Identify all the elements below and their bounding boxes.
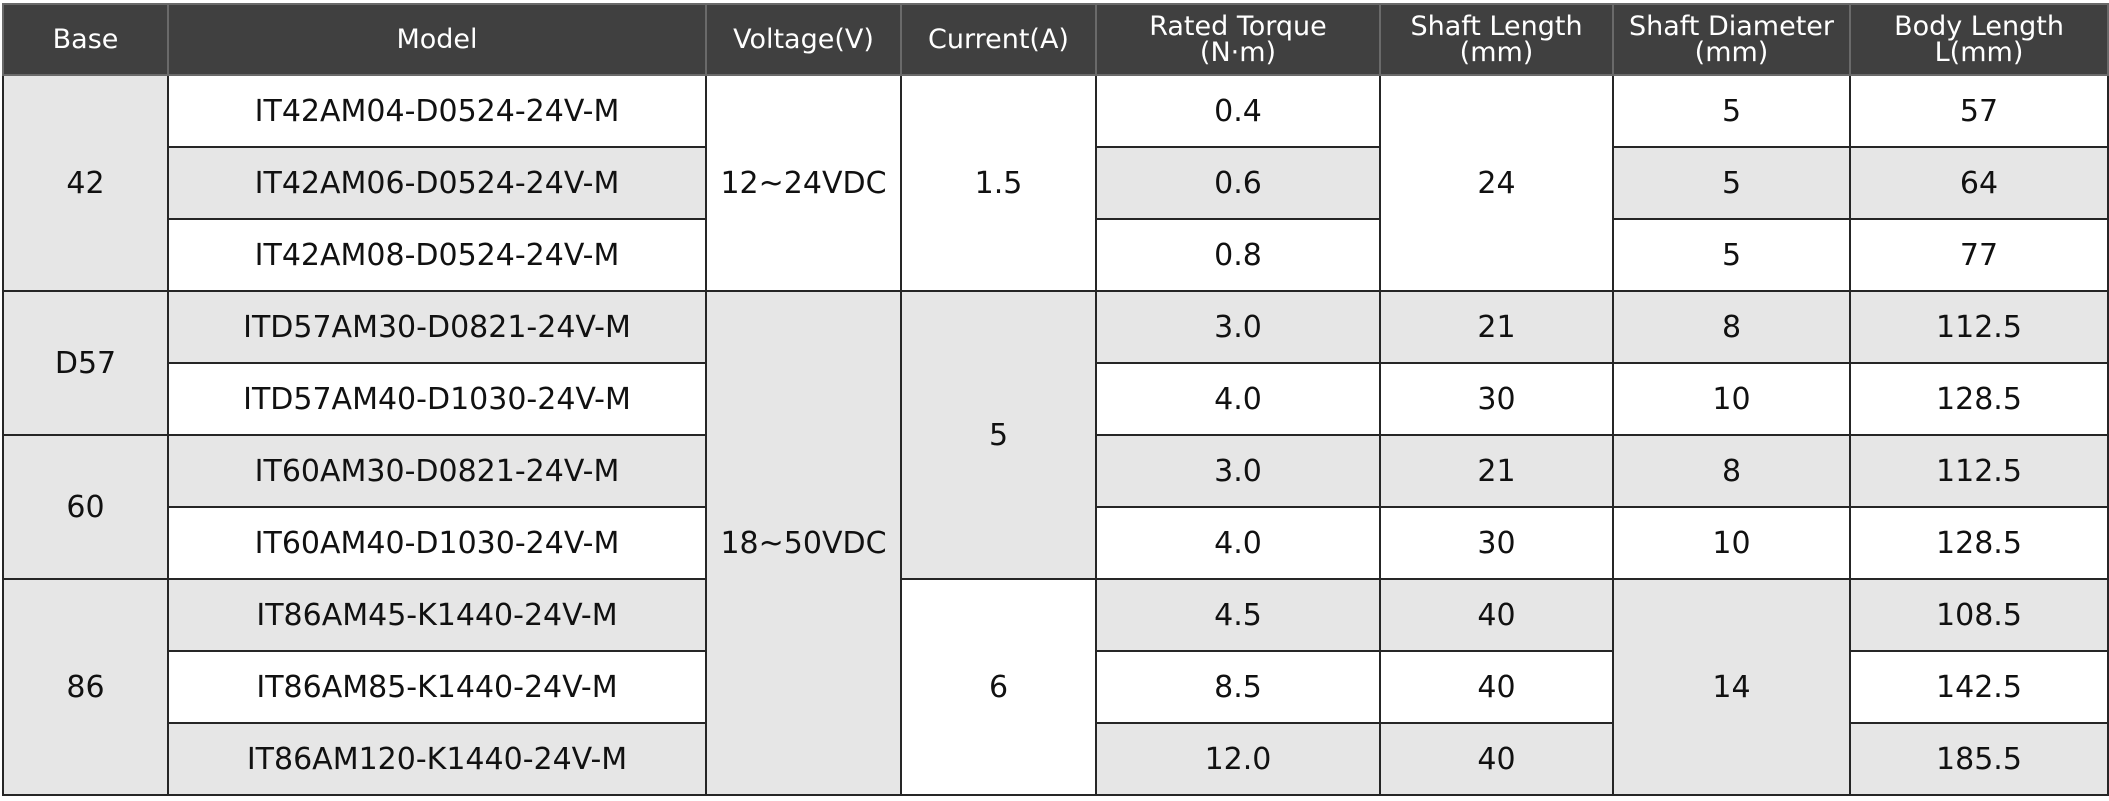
header-line: Shaft Length xyxy=(1410,10,1583,42)
table-cell: IT42AM04-D0524-24V-M xyxy=(167,74,707,148)
table-cell: 4.5 xyxy=(1095,578,1381,652)
table-cell: 5 xyxy=(1612,218,1851,292)
table-cell: 112.5 xyxy=(1849,434,2109,508)
table-row: IT42AM08-D0524-24V-M 0.8 5 77 xyxy=(3,218,2109,292)
table-cell: 0.4 xyxy=(1095,74,1381,148)
table-cell: 12.0 xyxy=(1095,722,1381,796)
table-cell: 6 xyxy=(900,578,1097,796)
header-line: Body Length xyxy=(1894,10,2064,42)
table-cell: 142.5 xyxy=(1849,650,2109,724)
table-cell: 108.5 xyxy=(1849,578,2109,652)
table-cell: 4.0 xyxy=(1095,362,1381,436)
header-line: Rated Torque xyxy=(1149,10,1327,42)
table-cell: IT42AM08-D0524-24V-M xyxy=(167,218,707,292)
header-line: (mm) xyxy=(1694,36,1769,68)
table-cell: IT42AM06-D0524-24V-M xyxy=(167,146,707,220)
header-row: Base Model Voltage(V) Current(A) Rated Torqu… xyxy=(2,3,2109,76)
table-cell: 8.5 xyxy=(1095,650,1381,724)
table-row: 86 IT86AM45-K1440-24V-M 6 4.5 40 14 108.5 xyxy=(2,578,2109,796)
table-cell: 4.0 xyxy=(1095,506,1381,580)
table-cell: 40 xyxy=(1379,578,1614,652)
column-header: Base xyxy=(2,3,169,76)
header-line: (N·m) xyxy=(1199,36,1277,68)
table-cell: 5 xyxy=(900,290,1097,580)
table-row: IT86AM85-K1440-24V-M 8.5 40 142.5 xyxy=(3,650,2109,724)
table-cell: 24 xyxy=(1379,74,1614,292)
table-cell: 10 xyxy=(1612,506,1851,580)
table-cell: 14 xyxy=(1612,578,1851,796)
column-header: Voltage(V) xyxy=(705,3,902,76)
table-cell: 21 xyxy=(1379,290,1614,364)
column-header: Current(A) xyxy=(900,3,1097,76)
table-cell: 5 xyxy=(1612,146,1851,220)
table-cell: 8 xyxy=(1612,290,1851,364)
table-cell: 12~24VDC xyxy=(705,74,902,292)
table-row: IT86AM120-K1440-24V-M 12.0 40 185.5 xyxy=(3,722,2109,796)
table-cell: 128.5 xyxy=(1849,506,2109,580)
table-cell: IT86AM45-K1440-24V-M xyxy=(167,578,707,652)
table-cell: 3.0 xyxy=(1095,434,1381,508)
table-cell: 40 xyxy=(1379,722,1614,796)
column-header: Shaft Length (mm) xyxy=(1379,3,1614,76)
column-header: Model xyxy=(167,3,707,76)
table-cell: 60 xyxy=(2,434,169,580)
table-cell: 0.8 xyxy=(1095,218,1381,292)
table-body: 42 IT42AM04-D0524-24V-M 12~24VDC 1.5 0.4 24 5 5… xyxy=(2,74,2109,796)
table-row: IT42AM06-D0524-24V-M 0.6 5 64 xyxy=(3,146,2109,220)
header-line: (mm) xyxy=(1459,36,1534,68)
table-cell: 3.0 xyxy=(1095,290,1381,364)
column-header: Body Length L(mm) xyxy=(1849,3,2109,76)
column-header: Rated Torque (N·m) xyxy=(1095,3,1381,76)
table-cell: 1.5 xyxy=(900,74,1097,292)
table-cell: 30 xyxy=(1379,506,1614,580)
table-cell: 5 xyxy=(1612,74,1851,148)
header-line: Shaft Diameter xyxy=(1628,10,1835,42)
table-cell: 10 xyxy=(1612,362,1851,436)
table-cell: IT60AM40-D1030-24V-M xyxy=(167,506,707,580)
table-cell: 42 xyxy=(2,74,169,292)
table-cell: 30 xyxy=(1379,362,1614,436)
table-row: ITD57AM40-D1030-24V-M 4.0 30 10 128.5 xyxy=(3,362,2109,436)
table-cell: 112.5 xyxy=(1849,290,2109,364)
table-cell: IT60AM30-D0821-24V-M xyxy=(167,434,707,508)
table-row: D57 ITD57AM30-D0821-24V-M 18~50VDC 5 3.0 21 8 1… xyxy=(2,290,2109,796)
table-cell: 77 xyxy=(1849,218,2109,292)
table-cell: 185.5 xyxy=(1849,722,2109,796)
table-cell: 21 xyxy=(1379,434,1614,508)
table-cell: 18~50VDC xyxy=(705,290,902,796)
table-cell: ITD57AM30-D0821-24V-M xyxy=(167,290,707,364)
table-cell: 0.6 xyxy=(1095,146,1381,220)
table-cell: IT86AM120-K1440-24V-M xyxy=(167,722,707,796)
table-cell: 86 xyxy=(2,578,169,796)
table-cell: 40 xyxy=(1379,650,1614,724)
table-row: 42 IT42AM04-D0524-24V-M 12~24VDC 1.5 0.4 24 5 5… xyxy=(2,74,2109,292)
table-cell: 128.5 xyxy=(1849,362,2109,436)
spec-table: Base Model Voltage(V) Current(A) Rated Torqu… xyxy=(2,3,2109,796)
table-row: IT60AM40-D1030-24V-M 4.0 30 10 128.5 xyxy=(3,506,2109,580)
table-cell: IT86AM85-K1440-24V-M xyxy=(167,650,707,724)
table-row: 60 IT60AM30-D0821-24V-M 3.0 21 8 112.5 xyxy=(2,434,2109,580)
table-cell: 64 xyxy=(1849,146,2109,220)
header-line: L(mm) xyxy=(1934,36,2024,68)
table-cell: ITD57AM40-D1030-24V-M xyxy=(167,362,707,436)
table-cell: 8 xyxy=(1612,434,1851,508)
table-cell: D57 xyxy=(2,290,169,436)
table-cell: 57 xyxy=(1849,74,2109,148)
column-header: Shaft Diameter (mm) xyxy=(1612,3,1851,76)
